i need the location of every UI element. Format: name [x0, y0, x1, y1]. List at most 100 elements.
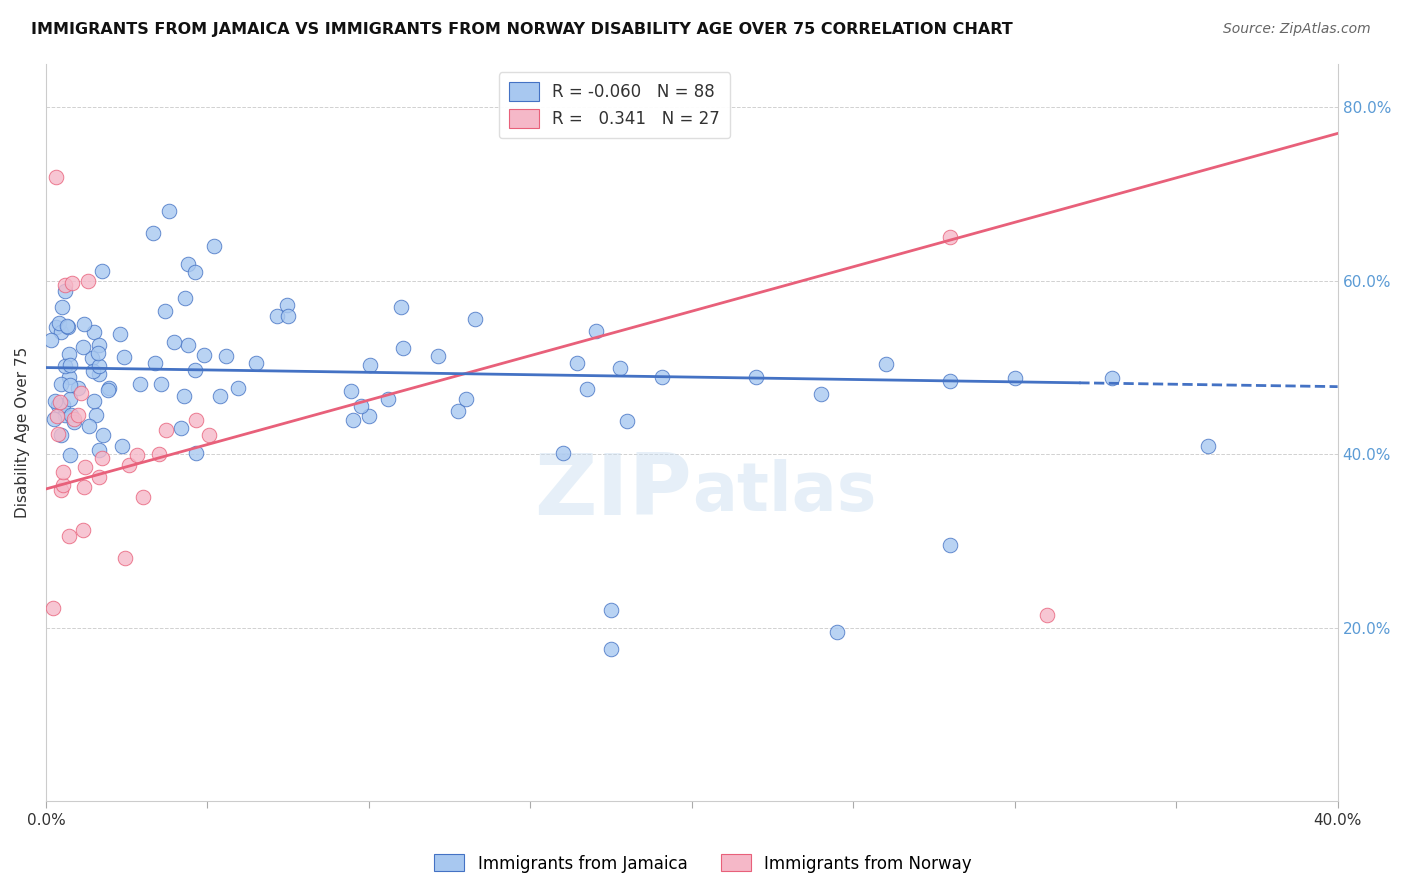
- Point: [277, 309, 299, 323]
- Point: [45, 319, 67, 334]
- Point: [600, 603, 623, 617]
- Point: [342, 413, 364, 427]
- Text: ZIP: ZIP: [534, 450, 692, 533]
- Point: [70, 386, 93, 401]
- Point: [84, 408, 107, 422]
- Point: [51, 325, 73, 339]
- Point: [141, 226, 163, 240]
- Point: [276, 298, 298, 312]
- Point: [339, 384, 361, 398]
- Point: [52, 478, 75, 492]
- Point: [45, 169, 67, 184]
- Point: [63, 415, 86, 429]
- Point: [125, 448, 148, 462]
- Point: [59, 392, 82, 407]
- Point: [46, 427, 69, 442]
- Point: [44, 412, 66, 426]
- Point: [56, 319, 79, 334]
- Legend: R = -0.060   N = 88, R =   0.341   N = 27: R = -0.060 N = 88, R = 0.341 N = 27: [499, 72, 730, 138]
- Point: [63, 412, 86, 426]
- Point: [114, 551, 136, 566]
- Point: [616, 414, 638, 428]
- Y-axis label: Disability Age Over 75: Disability Age Over 75: [15, 347, 30, 518]
- Point: [91, 264, 114, 278]
- Point: [939, 230, 962, 244]
- Point: [82, 364, 104, 378]
- Point: [49, 427, 72, 442]
- Point: [87, 346, 110, 360]
- Point: [157, 204, 180, 219]
- Point: [39, 334, 62, 348]
- Point: [44, 393, 66, 408]
- Point: [49, 395, 72, 409]
- Point: [197, 428, 219, 442]
- Point: [377, 392, 399, 406]
- Point: [447, 403, 470, 417]
- Point: [72, 341, 94, 355]
- Point: [163, 335, 186, 350]
- Point: [609, 361, 631, 376]
- Point: [97, 383, 120, 397]
- Text: IMMIGRANTS FROM JAMAICA VS IMMIGRANTS FROM NORWAY DISABILITY AGE OVER 75 CORRELA: IMMIGRANTS FROM JAMAICA VS IMMIGRANTS FR…: [31, 22, 1012, 37]
- Point: [52, 465, 75, 479]
- Point: [118, 458, 141, 472]
- Point: [58, 529, 80, 543]
- Point: [89, 338, 111, 352]
- Point: [53, 278, 76, 293]
- Point: [209, 389, 232, 403]
- Point: [53, 359, 76, 373]
- Legend: Immigrants from Jamaica, Immigrants from Norway: Immigrants from Jamaica, Immigrants from…: [427, 847, 979, 880]
- Point: [810, 386, 832, 401]
- Point: [567, 356, 589, 370]
- Text: Source: ZipAtlas.com: Source: ZipAtlas.com: [1223, 22, 1371, 37]
- Point: [73, 317, 96, 331]
- Point: [226, 381, 249, 395]
- Text: atlas: atlas: [692, 458, 876, 524]
- Point: [1198, 439, 1220, 453]
- Point: [67, 409, 90, 423]
- Point: [58, 347, 80, 361]
- Point: [875, 357, 897, 371]
- Point: [83, 326, 105, 340]
- Point: [87, 359, 110, 373]
- Point: [51, 301, 73, 315]
- Point: [177, 256, 200, 270]
- Point: [245, 356, 267, 370]
- Point: [129, 377, 152, 392]
- Point: [53, 284, 76, 298]
- Point: [91, 428, 114, 442]
- Point: [91, 451, 114, 466]
- Point: [184, 362, 207, 376]
- Point: [97, 381, 120, 395]
- Point: [77, 274, 100, 288]
- Point: [184, 412, 207, 426]
- Point: [939, 538, 962, 552]
- Point: [173, 389, 195, 403]
- Point: [1101, 371, 1123, 385]
- Point: [56, 320, 79, 334]
- Point: [170, 420, 193, 434]
- Point: [939, 374, 962, 388]
- Point: [59, 378, 82, 392]
- Point: [576, 382, 599, 396]
- Point: [112, 350, 135, 364]
- Point: [389, 300, 412, 314]
- Point: [266, 310, 288, 324]
- Point: [73, 480, 96, 494]
- Point: [51, 483, 73, 497]
- Point: [825, 625, 848, 640]
- Point: [392, 341, 415, 355]
- Point: [177, 338, 200, 352]
- Point: [745, 369, 768, 384]
- Point: [183, 265, 205, 279]
- Point: [585, 324, 607, 338]
- Point: [600, 642, 623, 657]
- Point: [72, 523, 94, 537]
- Point: [83, 394, 105, 409]
- Point: [58, 370, 80, 384]
- Point: [41, 601, 63, 615]
- Point: [46, 397, 69, 411]
- Point: [464, 311, 486, 326]
- Point: [131, 490, 153, 504]
- Point: [551, 446, 574, 460]
